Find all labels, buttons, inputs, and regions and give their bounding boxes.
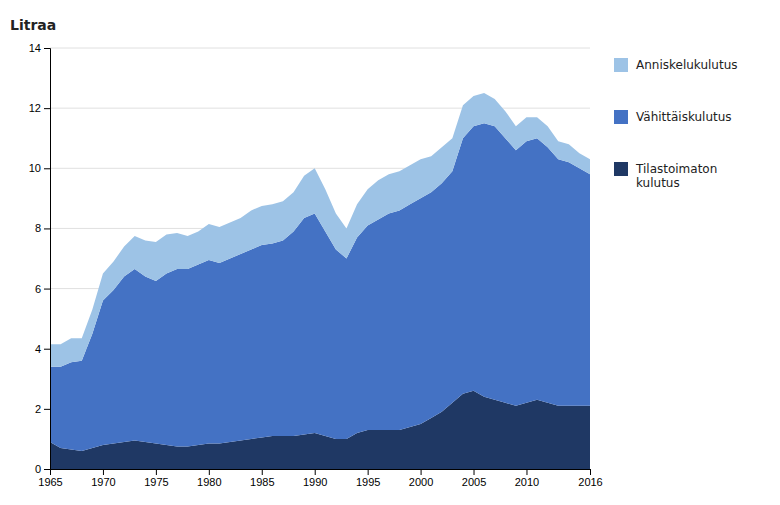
area xyxy=(50,93,590,367)
x-tick-mark xyxy=(103,469,104,475)
x-tick: 2005 xyxy=(462,469,486,488)
legend-item: Tilastoimatonkulutus xyxy=(614,162,717,190)
y-tick-label: 4 xyxy=(35,343,41,355)
areas xyxy=(50,93,590,469)
x-tick-label: 1980 xyxy=(197,476,221,488)
grid xyxy=(50,48,590,469)
grid-line xyxy=(50,108,590,109)
legend-swatch xyxy=(614,162,628,176)
x-tick-label: 1970 xyxy=(91,476,115,488)
x-tick-mark xyxy=(368,469,369,475)
y-tick-mark xyxy=(44,48,50,49)
x-tick: 2000 xyxy=(409,469,433,488)
x-tick-label: 2000 xyxy=(409,476,433,488)
y-tick-mark xyxy=(44,168,50,169)
x-tick-label: 1965 xyxy=(38,476,62,488)
x-tick-mark xyxy=(156,469,157,475)
y-tick-mark xyxy=(44,228,50,229)
grid-line xyxy=(50,48,590,49)
legend-swatch xyxy=(614,110,628,124)
x-tick: 1995 xyxy=(356,469,380,488)
x-axis: 1965 1970 1975 1980 1985 1990 1995 2000 2005 2010… xyxy=(38,469,602,488)
y-tick-label: 0 xyxy=(35,463,41,475)
x-tick-label: 1975 xyxy=(144,476,168,488)
x-tick: 1965 xyxy=(38,469,62,488)
x-tick-label: 2016 xyxy=(578,476,602,488)
x-tick-mark xyxy=(315,469,316,475)
x-tick-mark xyxy=(526,469,527,475)
y-tick-label: 10 xyxy=(29,162,41,174)
x-tick-label: 1995 xyxy=(356,476,380,488)
legend-label-line: Tilastoimaton xyxy=(635,162,717,176)
y-tick-label: 12 xyxy=(29,102,41,114)
legend-label-line: kulutus xyxy=(636,176,680,190)
x-tick: 1985 xyxy=(250,469,274,488)
x-tick-label: 1990 xyxy=(303,476,327,488)
y-tick: 2 xyxy=(35,403,50,415)
x-axis-line xyxy=(51,470,591,476)
x-tick: 1980 xyxy=(197,469,221,488)
x-tick-mark xyxy=(474,469,475,475)
x-tick-mark xyxy=(209,469,210,475)
x-tick: 2010 xyxy=(515,469,539,488)
y-tick-label: 6 xyxy=(35,283,41,295)
legend-label: Tilastoimatonkulutus xyxy=(635,162,717,190)
y-tick: 4 xyxy=(35,343,50,355)
plot: 1965197019751980198519901995200020052010… xyxy=(29,42,603,488)
y-tick: 12 xyxy=(29,102,50,114)
y-tick: 8 xyxy=(35,222,50,234)
legend-swatch xyxy=(614,58,628,72)
y-tick-mark xyxy=(44,289,50,290)
y-tick-mark xyxy=(44,409,50,410)
legend-item: Vähittäiskulutus xyxy=(614,110,732,124)
y-tick-mark xyxy=(44,108,50,109)
area xyxy=(50,123,590,451)
x-tick: 1970 xyxy=(91,469,115,488)
y-tick-label: 2 xyxy=(35,403,41,415)
x-tick: 1975 xyxy=(144,469,168,488)
y-axis: 0 2 4 6 8 10 12 14 xyxy=(29,42,51,475)
legend-label: Vähittäiskulutus xyxy=(636,110,732,124)
x-tick-mark xyxy=(421,469,422,475)
legend-label: Anniskelukulutus xyxy=(636,58,738,72)
legend: Anniskelukulutus Vähittäiskulutus Tilastoi… xyxy=(614,58,738,190)
x-tick: 2016 xyxy=(578,469,602,488)
y-tick-mark xyxy=(44,349,50,350)
y-tick-mark xyxy=(44,469,50,470)
legend-label-line: Anniskelukulutus xyxy=(636,58,738,72)
y-axis-label: Litraa xyxy=(10,17,56,33)
x-tick-label: 2010 xyxy=(515,476,539,488)
x-tick-mark xyxy=(590,469,591,475)
chart: 1965197019751980198519901995200020052010… xyxy=(0,0,780,505)
legend-label-line: Vähittäiskulutus xyxy=(636,110,732,124)
y-tick: 14 xyxy=(29,42,50,54)
legend-item: Anniskelukulutus xyxy=(614,58,738,72)
x-tick-label: 1985 xyxy=(250,476,274,488)
y-tick-label: 14 xyxy=(29,42,41,54)
y-tick: 10 xyxy=(29,162,50,174)
x-tick: 1990 xyxy=(303,469,327,488)
y-tick: 0 xyxy=(35,463,50,475)
x-tick-label: 2005 xyxy=(462,476,486,488)
y-tick: 6 xyxy=(35,283,50,295)
y-tick-label: 8 xyxy=(35,222,41,234)
y-axis-line xyxy=(44,49,51,470)
x-tick-mark xyxy=(262,469,263,475)
